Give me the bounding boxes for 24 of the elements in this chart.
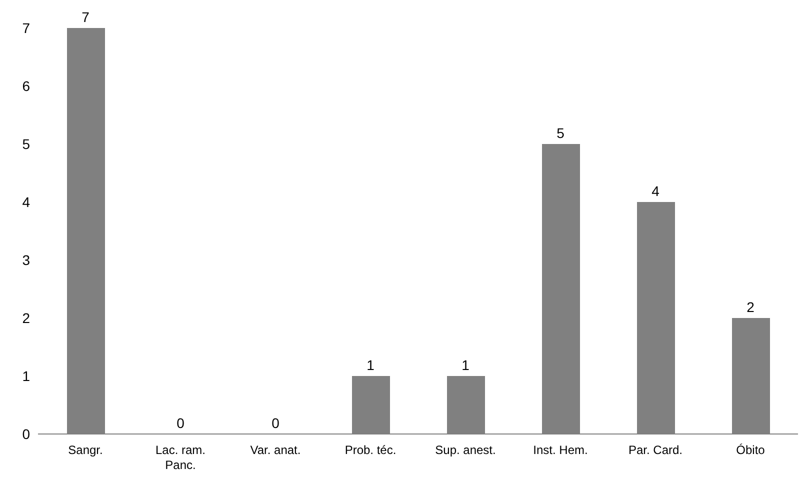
x-tick-label: Inst. Hem. bbox=[533, 443, 588, 457]
x-tick-label: Par. Card. bbox=[628, 443, 683, 457]
data-label: 4 bbox=[652, 183, 660, 199]
data-label: 2 bbox=[746, 299, 755, 315]
x-tick-label: Var. anat. bbox=[250, 443, 301, 457]
y-tick-label: 3 bbox=[22, 252, 30, 268]
y-tick-label: 7 bbox=[22, 20, 30, 36]
y-tick-label: 0 bbox=[22, 426, 30, 442]
x-tick-label: Óbito bbox=[736, 443, 766, 457]
data-label: 7 bbox=[82, 9, 90, 25]
y-tick-label: 4 bbox=[22, 194, 30, 210]
data-label: 0 bbox=[272, 415, 280, 431]
y-tick-label: 6 bbox=[22, 78, 30, 94]
data-label: 1 bbox=[366, 357, 375, 373]
y-tick-label: 1 bbox=[22, 368, 30, 384]
y-tick-label: 5 bbox=[22, 136, 30, 152]
data-label: 5 bbox=[556, 125, 565, 141]
x-tick-label: Sup. anest. bbox=[435, 443, 496, 457]
y-tick-label: 2 bbox=[22, 310, 30, 326]
x-tick-label: Lac. ram. Panc. bbox=[155, 443, 206, 472]
x-tick-label: Sangr. bbox=[68, 443, 103, 457]
x-tick-label: Prob. téc. bbox=[344, 443, 396, 457]
data-label: 1 bbox=[462, 357, 470, 373]
data-label: 0 bbox=[176, 415, 185, 431]
